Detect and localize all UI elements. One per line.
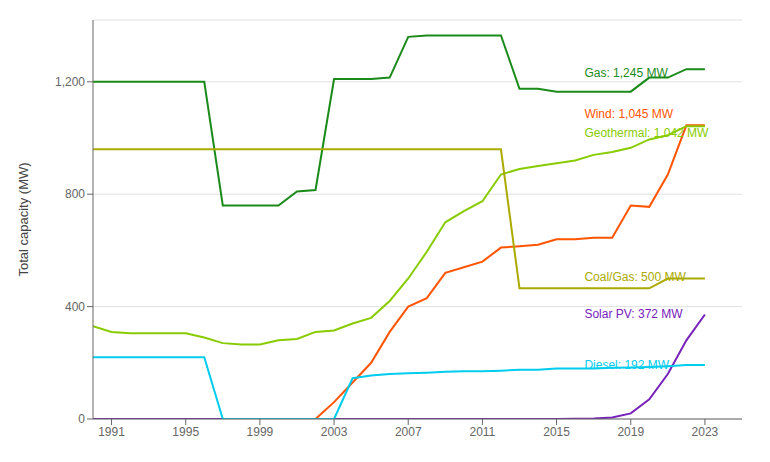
svg-text:1,200: 1,200 [55,75,85,89]
svg-text:2019: 2019 [617,425,644,439]
svg-text:Geothermal: 1,042 MW: Geothermal: 1,042 MW [584,126,709,140]
svg-text:Gas: 1,245 MW: Gas: 1,245 MW [584,66,668,80]
svg-text:Wind: 1,045 MW: Wind: 1,045 MW [584,107,673,121]
svg-text:1999: 1999 [247,425,274,439]
svg-text:2007: 2007 [395,425,422,439]
svg-text:Total capacity (MW): Total capacity (MW) [16,162,31,276]
svg-text:0: 0 [78,412,85,426]
svg-text:2023: 2023 [692,425,719,439]
svg-text:800: 800 [65,187,85,201]
svg-text:2003: 2003 [321,425,348,439]
svg-text:1995: 1995 [172,425,199,439]
svg-text:1991: 1991 [98,425,125,439]
svg-text:2015: 2015 [543,425,570,439]
svg-text:2011: 2011 [469,425,495,439]
svg-text:400: 400 [65,300,85,314]
svg-text:Diesel: 192 MW: Diesel: 192 MW [584,358,669,372]
svg-text:Solar PV: 372 MW: Solar PV: 372 MW [584,307,683,321]
svg-text:Coal/Gas: 500 MW: Coal/Gas: 500 MW [584,270,686,284]
